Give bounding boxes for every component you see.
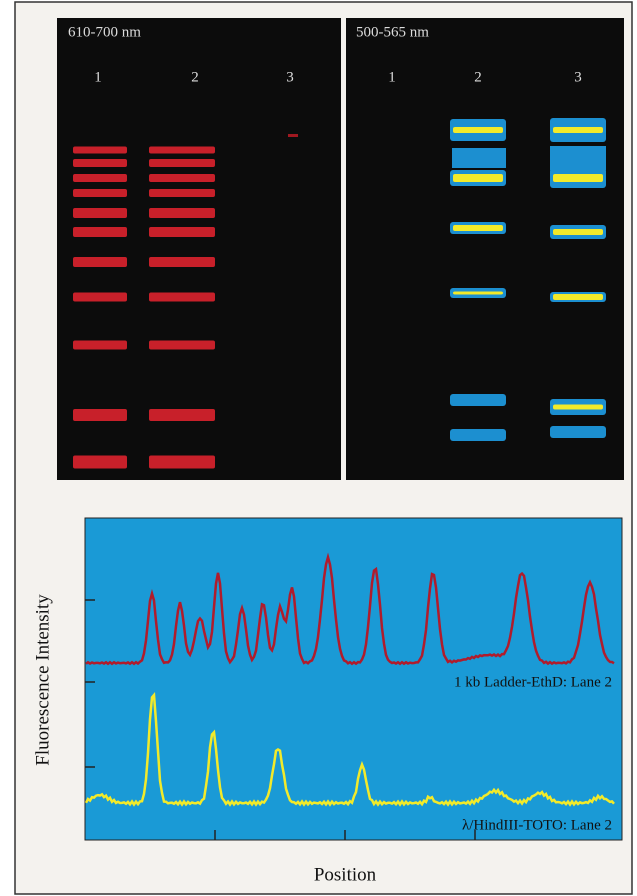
gel-band xyxy=(450,429,506,441)
gel-band xyxy=(149,341,215,350)
gel-band xyxy=(149,189,215,197)
gel-band-core xyxy=(553,127,603,133)
gel-band xyxy=(73,227,127,237)
lane-label: 1 xyxy=(94,69,102,85)
trace-label: λ/HindIII-TOTO: Lane 2 xyxy=(462,817,612,833)
panel-label: 500-565 nm xyxy=(356,24,429,40)
lane-label: 2 xyxy=(474,69,482,85)
gel-band xyxy=(149,147,215,154)
gel-band-core xyxy=(553,174,603,182)
gel-band xyxy=(550,426,606,438)
gel-band-core xyxy=(453,292,503,295)
gel-band xyxy=(73,293,127,302)
gel-band-core xyxy=(553,229,603,235)
gel-band xyxy=(452,148,506,168)
x-axis-label: Position xyxy=(314,864,377,885)
gel-band xyxy=(149,257,215,267)
gel-band xyxy=(450,394,506,406)
lane-label: 1 xyxy=(388,69,396,85)
lane-label: 2 xyxy=(191,69,199,85)
gel-band xyxy=(149,293,215,302)
trace-label: 1 kb Ladder-EthD: Lane 2 xyxy=(454,674,612,690)
gel-band xyxy=(73,341,127,350)
gel-band xyxy=(73,159,127,167)
figure: 610-700 nm 500-565 nm 1 kb Ladder-EthD: … xyxy=(0,0,637,896)
panel-label: 610-700 nm xyxy=(68,24,141,40)
gel-band xyxy=(73,409,127,421)
gel-band xyxy=(550,146,606,170)
gel-band xyxy=(73,189,127,197)
gel-band xyxy=(73,208,127,218)
gel-band xyxy=(149,409,215,421)
gel-band-core xyxy=(453,174,503,182)
lane-label: 3 xyxy=(286,69,294,85)
gel-band xyxy=(288,134,298,137)
gel-band xyxy=(73,174,127,182)
gel-band xyxy=(149,174,215,182)
gel-band-core xyxy=(453,225,503,231)
gel-band xyxy=(73,147,127,154)
gel-band xyxy=(73,257,127,267)
gel-band xyxy=(149,227,215,237)
lane-label: 3 xyxy=(574,69,582,85)
gel-band xyxy=(149,208,215,218)
gel-band-core xyxy=(553,405,603,410)
gel-band xyxy=(149,159,215,167)
gel-band-core xyxy=(553,294,603,300)
page: 610-700 nm 500-565 nm 1 kb Ladder-EthD: … xyxy=(0,0,637,896)
gel-band xyxy=(149,456,215,469)
gel-band-core xyxy=(453,127,503,133)
y-axis-label: Fluorescence Intensity xyxy=(32,594,53,766)
gel-band xyxy=(73,456,127,469)
